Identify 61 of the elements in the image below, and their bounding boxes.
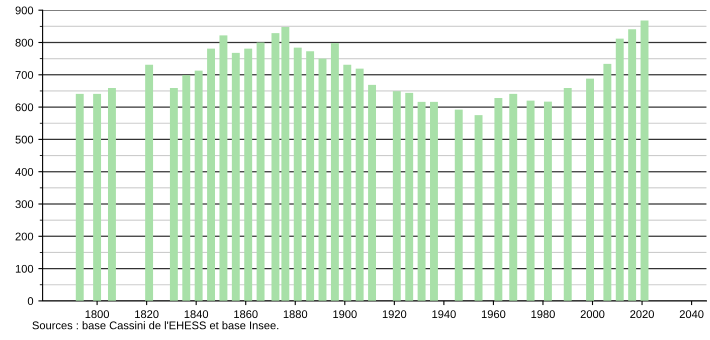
bar bbox=[564, 88, 572, 301]
bar bbox=[454, 110, 463, 301]
y-tick-label: 200 bbox=[16, 232, 34, 240]
y-tick-label: 100 bbox=[16, 264, 34, 273]
bar bbox=[271, 33, 280, 301]
bar bbox=[108, 88, 116, 301]
y-tick-label: 300 bbox=[15, 200, 34, 208]
bar bbox=[244, 48, 252, 301]
x-tick-label: 2020 bbox=[630, 310, 654, 318]
x-tick-label: 1960 bbox=[482, 310, 506, 318]
x-tick-label: 2040 bbox=[680, 310, 704, 318]
bar bbox=[640, 20, 648, 301]
bar bbox=[509, 94, 518, 301]
bar bbox=[93, 94, 102, 301]
bar bbox=[526, 100, 535, 301]
x-tick-label: 1980 bbox=[531, 310, 555, 318]
bar bbox=[603, 64, 612, 301]
bar bbox=[256, 42, 265, 301]
bar bbox=[343, 64, 352, 301]
y-tick-label: 400 bbox=[15, 168, 34, 176]
bar bbox=[182, 75, 190, 301]
bar bbox=[392, 91, 401, 301]
bar bbox=[145, 64, 154, 301]
bar bbox=[628, 29, 636, 301]
bar bbox=[306, 51, 314, 301]
bar bbox=[294, 48, 302, 301]
x-tick-label: 1840 bbox=[184, 310, 208, 318]
source-note: Sources : base Cassini de l'EHESS et base Insee. bbox=[32, 321, 278, 330]
x-tick-label: 1860 bbox=[234, 310, 258, 318]
y-tick-label: 500 bbox=[15, 136, 34, 144]
bar bbox=[405, 92, 414, 301]
bar bbox=[544, 102, 552, 301]
x-tick-label: 1820 bbox=[135, 310, 159, 318]
bar bbox=[430, 102, 438, 301]
bar bbox=[368, 84, 376, 301]
bar bbox=[494, 98, 502, 301]
x-tick-label: 2000 bbox=[580, 310, 604, 318]
x-tick-label: 1800 bbox=[86, 310, 110, 318]
bar bbox=[232, 52, 240, 301]
bar bbox=[418, 102, 426, 301]
bar bbox=[194, 70, 203, 301]
y-tick-label: 700 bbox=[16, 71, 34, 79]
bar bbox=[219, 35, 228, 301]
x-tick-label: 1920 bbox=[382, 310, 406, 318]
bar bbox=[586, 78, 594, 301]
bar bbox=[474, 115, 483, 301]
bar bbox=[207, 48, 216, 301]
bar bbox=[616, 38, 624, 301]
y-tick-label: 900 bbox=[16, 6, 34, 14]
y-tick-label: 800 bbox=[16, 38, 34, 47]
y-tick-label: 0 bbox=[28, 297, 34, 306]
bar bbox=[356, 68, 364, 301]
bar bbox=[330, 43, 339, 301]
x-tick-label: 1880 bbox=[284, 310, 308, 318]
bar bbox=[170, 88, 178, 301]
bar bbox=[281, 26, 290, 301]
x-tick-label: 1940 bbox=[432, 310, 456, 318]
bar bbox=[318, 58, 326, 301]
x-tick-label: 1900 bbox=[333, 310, 357, 318]
y-tick-label: 600 bbox=[16, 103, 34, 112]
bar bbox=[76, 94, 84, 301]
